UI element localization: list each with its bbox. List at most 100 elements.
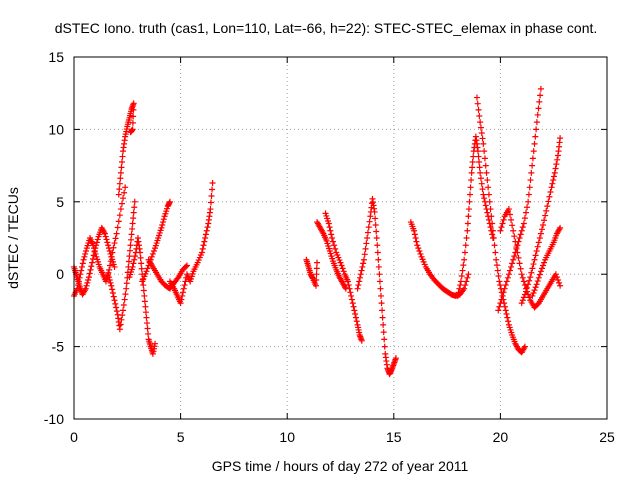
data-point — [477, 119, 484, 126]
data-point — [478, 180, 485, 187]
data-point — [467, 184, 474, 191]
data-point — [131, 198, 138, 205]
data-point — [504, 314, 511, 321]
data-point — [120, 301, 127, 308]
data-point — [526, 184, 533, 191]
data-point — [182, 263, 189, 270]
data-point — [130, 215, 137, 222]
data-point — [514, 249, 521, 256]
data-point — [493, 256, 500, 263]
data-point — [374, 249, 381, 256]
data-point — [521, 291, 528, 298]
data-point — [119, 312, 126, 319]
data-point — [108, 282, 115, 289]
data-point — [411, 231, 418, 238]
data-point — [380, 329, 387, 336]
sat-track-17 — [497, 206, 564, 311]
data-point — [516, 235, 523, 241]
data-point — [117, 206, 124, 213]
data-point — [106, 266, 113, 273]
data-point — [122, 291, 129, 298]
data-point — [358, 337, 365, 344]
data-point — [207, 206, 214, 213]
sat-track-08 — [166, 179, 216, 307]
data-point — [458, 273, 465, 280]
data-point — [461, 256, 468, 263]
data-point — [473, 94, 480, 101]
data-point — [535, 239, 542, 246]
data-point — [524, 204, 531, 211]
data-point — [110, 293, 117, 300]
data-point — [180, 285, 187, 292]
data-point — [94, 236, 101, 243]
data-point — [126, 253, 133, 260]
data-point — [537, 268, 544, 275]
data-point — [79, 260, 86, 267]
data-point — [525, 191, 532, 198]
data-point — [361, 251, 368, 258]
data-point — [138, 260, 145, 267]
data-point — [129, 119, 136, 126]
data-point — [330, 238, 337, 245]
data-point — [149, 250, 156, 257]
data-point — [101, 230, 108, 237]
data-point — [141, 292, 148, 299]
data-point — [381, 343, 388, 350]
data-point — [481, 148, 488, 155]
data-point — [84, 279, 91, 286]
data-point — [113, 230, 120, 237]
sat-track-13 — [407, 219, 472, 299]
y-tick-label: 5 — [56, 194, 64, 210]
data-point — [525, 281, 532, 288]
data-point — [480, 140, 487, 147]
data-point — [145, 330, 152, 337]
data-points — [71, 85, 564, 378]
data-point — [462, 282, 469, 289]
data-point — [509, 260, 516, 267]
data-point — [489, 227, 496, 234]
data-point — [485, 191, 492, 198]
data-point — [128, 231, 135, 238]
data-point — [103, 236, 110, 243]
data-point — [142, 309, 149, 316]
data-point — [364, 235, 371, 241]
data-point — [82, 248, 89, 255]
data-point — [518, 271, 525, 278]
data-point — [181, 282, 188, 289]
data-point — [200, 242, 207, 249]
data-point — [481, 155, 488, 162]
data-point — [183, 262, 190, 269]
data-point — [505, 271, 512, 278]
data-point — [492, 249, 499, 256]
data-point — [519, 224, 526, 231]
data-point — [551, 169, 558, 176]
data-point — [93, 239, 100, 246]
data-point — [130, 260, 137, 267]
y-tick-label: -5 — [52, 339, 65, 355]
data-point — [468, 169, 475, 176]
data-point — [482, 162, 489, 169]
data-point — [517, 265, 524, 272]
data-point — [106, 276, 113, 283]
data-point — [520, 220, 527, 227]
data-point — [143, 314, 150, 321]
data-point — [111, 240, 118, 247]
data-point — [325, 220, 332, 227]
data-point — [114, 224, 121, 231]
data-point — [141, 298, 148, 305]
data-point — [534, 243, 541, 250]
data-point — [111, 263, 118, 270]
data-point — [348, 296, 355, 303]
data-point — [498, 296, 505, 303]
data-point — [505, 206, 512, 213]
data-point — [359, 263, 366, 270]
data-point — [533, 119, 540, 126]
x-tick-label: 10 — [279, 429, 295, 445]
data-point — [116, 186, 123, 193]
data-point — [207, 199, 214, 206]
data-point — [484, 209, 491, 216]
data-point — [112, 300, 119, 307]
data-point — [537, 230, 544, 237]
chart-title: dSTEC Iono. truth (cas1, Lon=110, Lat=-6… — [55, 20, 598, 36]
